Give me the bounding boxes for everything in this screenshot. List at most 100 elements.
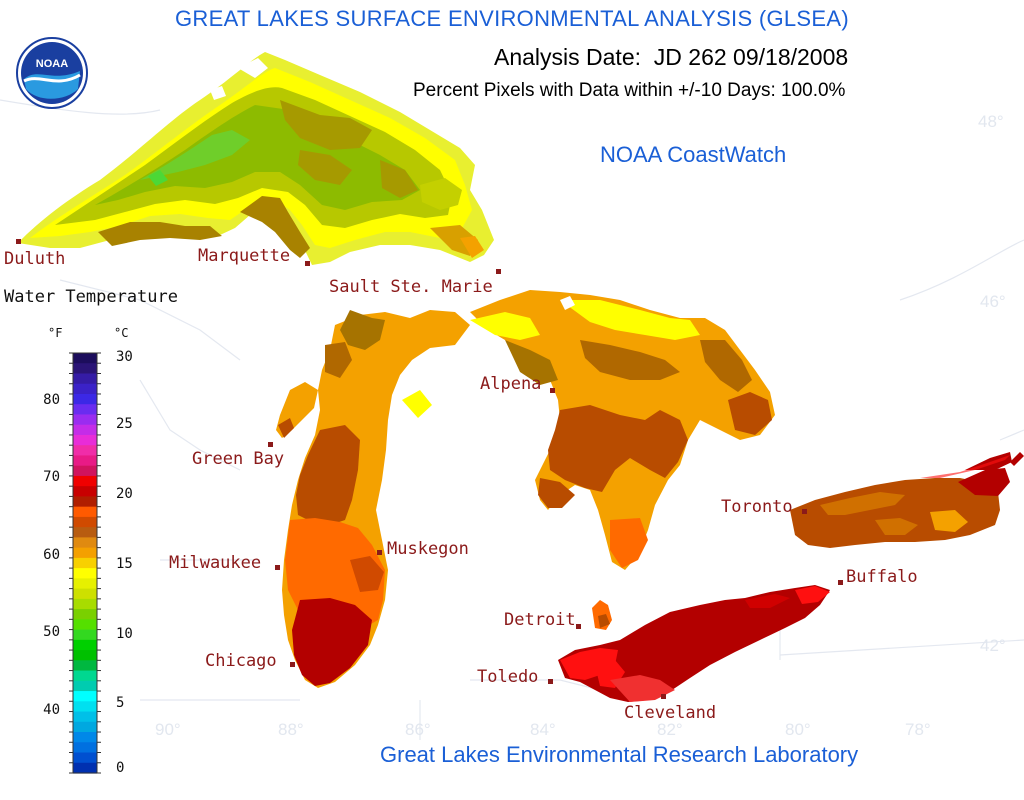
- legend-tick-f: 40: [43, 702, 60, 718]
- lon-label-84: 84°: [530, 720, 556, 739]
- colorbar-swatch: [73, 711, 97, 723]
- toronto-marker: [802, 509, 807, 514]
- st-lawrence-outlet: [1010, 452, 1024, 466]
- colorbar-swatch: [73, 353, 97, 364]
- lake-huron: [470, 290, 775, 570]
- colorbar-swatch: [73, 598, 97, 610]
- legend-tick-f: 70: [43, 469, 60, 485]
- city-label-toledo: Toledo: [477, 667, 539, 687]
- city-label-chicago: Chicago: [205, 651, 277, 671]
- colorbar-swatch: [73, 752, 97, 764]
- colorbar-swatch: [73, 639, 97, 651]
- colorbar-swatch: [73, 588, 97, 600]
- legend-tick-c: 10: [116, 626, 133, 642]
- colorbar-swatch: [73, 434, 97, 446]
- colorbar-swatch: [73, 424, 97, 436]
- colorbar-swatch: [73, 393, 97, 405]
- analysis-date: Analysis Date: JD 262 09/18/2008: [494, 44, 849, 70]
- lake-erie: [558, 585, 830, 702]
- lat-label-42: 42°: [980, 636, 1006, 655]
- colorbar-swatch: [73, 516, 97, 528]
- colorbar-swatch: [73, 557, 97, 569]
- city-label-green-bay: Green Bay: [192, 449, 285, 469]
- lon-label-90: 90°: [155, 720, 181, 739]
- cleveland-marker: [661, 694, 666, 699]
- city-label-duluth: Duluth: [4, 249, 66, 269]
- colorbar-swatch: [73, 547, 97, 559]
- lon-label-88: 88°: [278, 720, 304, 739]
- legend-unit-celsius: °C: [114, 326, 129, 340]
- sault-ste-marie-marker: [496, 269, 501, 274]
- alpena-marker: [550, 388, 555, 393]
- coastwatch-credit: NOAA CoastWatch: [600, 142, 787, 167]
- lon-label-78: 78°: [905, 720, 931, 739]
- colorbar-swatch: [73, 537, 97, 549]
- colorbar-swatch: [73, 404, 97, 416]
- colorbar-swatch: [73, 670, 97, 682]
- legend-tick-c: 20: [116, 486, 133, 502]
- legend-tick-c: 30: [116, 349, 133, 365]
- legend-tick-c: 25: [116, 416, 133, 432]
- chicago-marker: [290, 662, 295, 667]
- page-title: GREAT LAKES SURFACE ENVIRONMENTAL ANALYS…: [175, 6, 849, 31]
- colorbar-swatch: [73, 527, 97, 538]
- lake-superior: [18, 52, 494, 265]
- lat-label-48: 48°: [978, 112, 1004, 131]
- city-label-alpena: Alpena: [480, 374, 542, 394]
- colorbar-swatch: [73, 486, 97, 498]
- city-label-buffalo: Buffalo: [846, 567, 918, 587]
- colorbar-swatch: [73, 742, 97, 754]
- marquette-marker: [305, 261, 310, 266]
- colorbar-swatch: [73, 650, 97, 661]
- lon-label-86: 86°: [405, 720, 431, 739]
- colorbar-swatch: [73, 762, 97, 774]
- legend-tick-c: 0: [116, 760, 125, 776]
- lon-label-80: 80°: [785, 720, 811, 739]
- legend-tick-c: 5: [116, 695, 125, 711]
- noaa-logo-text: NOAA: [36, 58, 68, 70]
- lat-label-46: 46°: [980, 292, 1006, 311]
- city-markers: [16, 239, 843, 699]
- duluth-marker: [16, 239, 21, 244]
- colorbar-swatch: [73, 680, 97, 692]
- colorbar-swatch: [73, 660, 97, 672]
- toledo-marker: [548, 679, 553, 684]
- percent-pixels-line: Percent Pixels with Data within +/-10 Da…: [413, 80, 846, 101]
- muskegon-marker: [377, 550, 382, 555]
- legend-title: Water Temperature: [4, 287, 178, 307]
- colorbar-swatch: [73, 732, 97, 743]
- city-label-marquette: Marquette: [198, 246, 291, 266]
- detroit-marker: [576, 624, 581, 629]
- colorbar-swatch: [73, 383, 97, 395]
- colorbar-swatch: [73, 619, 97, 631]
- city-label-toronto: Toronto: [721, 497, 793, 517]
- milwaukee-marker: [275, 565, 280, 570]
- colorbar-swatch: [73, 475, 97, 487]
- colorbar-swatch: [73, 609, 97, 620]
- colorbar-swatch: [73, 363, 97, 375]
- lake-st-clair: [592, 600, 612, 630]
- colorbar-swatch: [73, 455, 97, 467]
- city-label-detroit: Detroit: [504, 610, 576, 630]
- green-bay-marker: [268, 442, 273, 447]
- colorbar-swatch: [73, 506, 97, 518]
- colorbar-swatch: [73, 373, 97, 385]
- colorbar-swatch: [73, 465, 97, 477]
- city-label-milwaukee: Milwaukee: [169, 553, 262, 573]
- colorbar-frame: [72, 352, 98, 774]
- city-label-muskegon: Muskegon: [387, 539, 469, 559]
- colorbar-swatch: [73, 629, 97, 641]
- glerl-credit: Great Lakes Environmental Research Labor…: [380, 742, 859, 767]
- lon-label-82: 82°: [657, 720, 683, 739]
- colorbar-swatch: [73, 691, 97, 702]
- legend-tick-f: 60: [43, 547, 60, 563]
- colorbar-swatch: [73, 578, 97, 590]
- colorbar-swatch: [73, 414, 97, 426]
- buffalo-marker: [838, 580, 843, 585]
- legend-tick-f: 50: [43, 624, 60, 640]
- colorbar-swatch: [73, 496, 97, 508]
- city-label-cleveland: Cleveland: [624, 703, 717, 723]
- legend-unit-fahrenheit: °F: [48, 326, 63, 340]
